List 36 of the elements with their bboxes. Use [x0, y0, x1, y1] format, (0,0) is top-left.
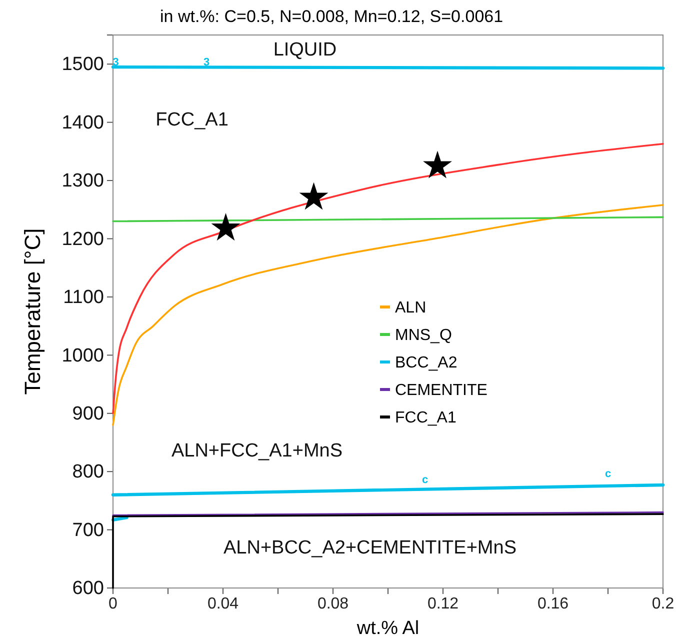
- annotation: c: [604, 468, 612, 480]
- y-tick-label: 600: [72, 578, 104, 600]
- y-tick-label: 1100: [63, 287, 104, 308]
- annotation: ALN+BCC_A2+CEMENTITE+MnS: [223, 538, 517, 558]
- x-tick-label: 0.04: [207, 595, 239, 612]
- chart-title: in wt.%: C=0.5, N=0.008, Mn=0.12, S=0.0061: [160, 7, 504, 26]
- y-tick-label: 1500: [62, 54, 104, 76]
- y-axis-title: Temperature [°C]: [20, 228, 45, 395]
- point: [423, 150, 452, 178]
- x-axis-title: wt.% Al: [356, 618, 420, 639]
- x-tick-label: 0.08: [317, 595, 349, 612]
- y-tick-label: 1300: [62, 170, 104, 192]
- annotation: 3: [203, 56, 210, 68]
- x-tick-label: 0.2: [652, 595, 674, 612]
- y-tick-label: 1000: [62, 345, 104, 366]
- x-tick-label: 0: [108, 595, 118, 612]
- legend-label: FCC_A1: [395, 410, 456, 427]
- y-tick-label: 1200: [62, 228, 104, 250]
- annotation: 3: [112, 56, 119, 68]
- annotation: c: [422, 474, 428, 486]
- point: [299, 182, 328, 210]
- line-series: [112, 204, 664, 426]
- y-tick-label: 1400: [62, 112, 104, 134]
- legend-label: CEMENTITE: [395, 382, 488, 400]
- annotation: ALN+FCC_A1+MnS: [171, 440, 343, 462]
- legend-label: ALN: [395, 300, 426, 317]
- point: [211, 213, 240, 241]
- y-tick-label: 700: [72, 520, 104, 541]
- x-tick-label: 0.16: [537, 595, 569, 612]
- annotation: LIQUID: [273, 40, 337, 60]
- legend-label: BCC_A2: [395, 354, 458, 372]
- x-tick-label: 0.12: [427, 595, 459, 612]
- y-tick-label: 800: [72, 462, 104, 483]
- y-tick-label: 900: [72, 403, 104, 424]
- legend-label: MNS_Q: [395, 327, 452, 344]
- annotation: FCC_A1: [156, 110, 228, 130]
